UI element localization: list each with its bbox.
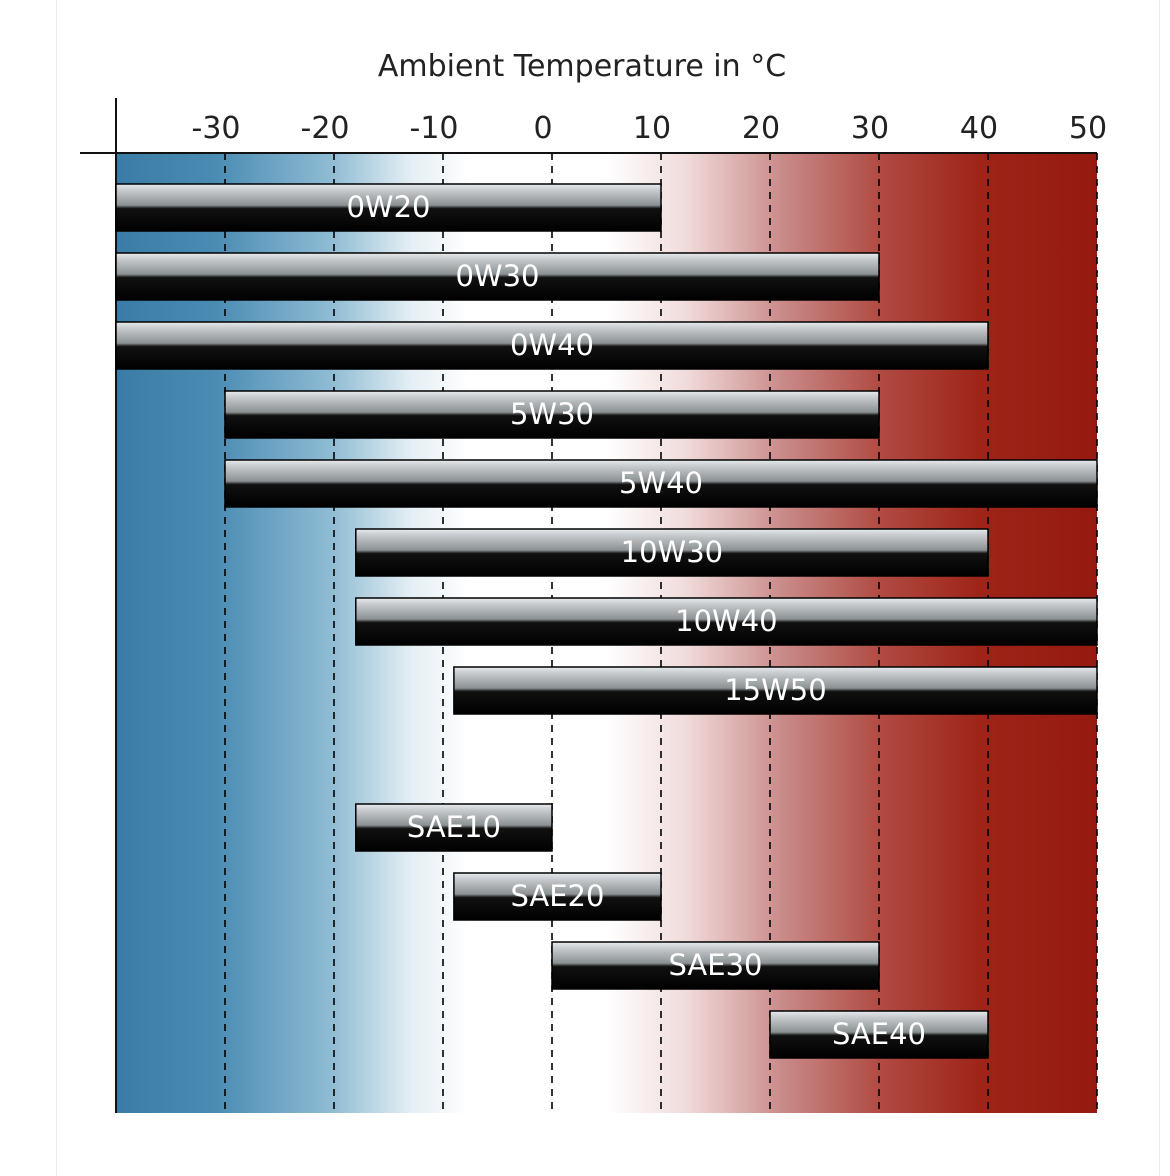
bar-rect: [355, 803, 553, 852]
bar-rect: [453, 666, 1098, 715]
bar-10w30: 10W30: [355, 528, 989, 577]
bar-rect: [355, 597, 1098, 646]
bar-0w20: 0W20: [115, 183, 662, 232]
bar-rect: [224, 390, 880, 439]
x-tick-label: 10: [633, 111, 671, 146]
bar-5w40: 5W40: [224, 459, 1098, 508]
bar-label: 0W30: [455, 259, 539, 293]
bar-label: 0W20: [346, 190, 430, 224]
bar-label: 10W30: [621, 535, 723, 569]
x-tick-label: -10: [410, 111, 459, 146]
bar-rect: [355, 528, 989, 577]
bar-label: 15W50: [724, 673, 826, 707]
x-tick-label: 0: [533, 111, 552, 146]
bar-label: SAE10: [407, 810, 501, 844]
bar-10w40: 10W40: [355, 597, 1098, 646]
chart-title: Ambient Temperature in °C: [378, 49, 786, 84]
bar-rect: [115, 183, 662, 232]
bar-rect: [769, 1010, 989, 1059]
bar-label: SAE30: [668, 948, 762, 982]
bar-sae30: SAE30: [551, 941, 880, 990]
bar-0w40: 0W40: [115, 321, 989, 370]
bar-rect: [115, 252, 880, 301]
bar-sae40: SAE40: [769, 1010, 989, 1059]
x-axis-ticks: -30 -20 -10 0 10 20 30 40 50: [192, 111, 1108, 146]
bar-label: SAE20: [510, 879, 604, 913]
bar-label: SAE40: [832, 1017, 926, 1051]
bar-rect: [551, 941, 880, 990]
bar-label: 10W40: [675, 604, 777, 638]
bar-5w30: 5W30: [224, 390, 880, 439]
x-tick-label: -20: [301, 111, 350, 146]
bar-rect: [453, 872, 662, 921]
bar-15w50: 15W50: [453, 666, 1098, 715]
bar-rect: [115, 321, 989, 370]
x-tick-label: 40: [960, 111, 998, 146]
bar-label: 5W30: [510, 397, 594, 431]
bar-rect: [224, 459, 1098, 508]
bar-sae10: SAE10: [355, 803, 553, 852]
x-tick-label: -30: [192, 111, 241, 146]
x-tick-label: 20: [742, 111, 780, 146]
x-tick-label: 30: [851, 111, 889, 146]
bar-label: 5W40: [619, 466, 703, 500]
bar-label: 0W40: [510, 328, 594, 362]
bars: 0W20 0W30 0W40 5W30 5W40 10W30 10W40 15W50 SAE10…: [115, 183, 1098, 1059]
bar-sae20: SAE20: [453, 872, 662, 921]
bar-0w30: 0W30: [115, 252, 880, 301]
x-tick-label: 50: [1069, 111, 1107, 146]
